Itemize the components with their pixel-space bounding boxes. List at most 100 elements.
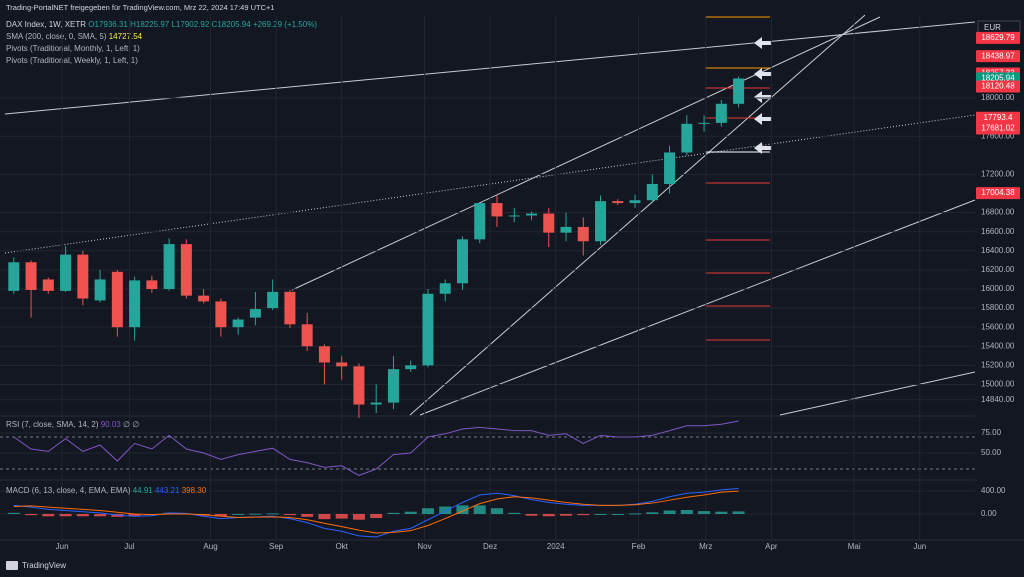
ohlc-low: L17902.92	[171, 20, 209, 29]
macd-histogram-bar	[542, 513, 555, 517]
price-badge	[976, 50, 1020, 63]
rsi-legend-value: 90.03	[101, 420, 122, 429]
shared-by: Trading-PortalNET freigegeben für Tradin…	[6, 3, 275, 12]
ohlc-change: +269.29 (+1.50%)	[253, 20, 317, 29]
candle-body	[94, 279, 106, 301]
y-tick-label: 15000.00	[981, 380, 1015, 389]
rsi-legend-value: ∅	[123, 420, 130, 429]
trend-line	[291, 16, 881, 291]
macd-histogram-bar	[611, 513, 624, 515]
y-tick-label: 17600.00	[981, 131, 1015, 140]
macd-histogram-bar	[266, 513, 279, 515]
macd-histogram-bar	[76, 513, 89, 517]
y-tick-label: 15400.00	[981, 341, 1015, 350]
candle-body	[60, 254, 72, 291]
y-tick-label: 75.00	[981, 428, 1002, 437]
arrow	[754, 91, 772, 103]
macd-histogram-bar	[421, 508, 434, 514]
candle-body	[129, 280, 141, 328]
price-badge	[976, 111, 1020, 124]
macd-histogram-bar	[663, 510, 676, 514]
candle-body	[577, 226, 589, 242]
arrow	[754, 37, 772, 49]
arrow	[754, 142, 772, 154]
x-tick-label: Okt	[335, 542, 348, 551]
trend-line	[419, 199, 976, 416]
macd-histogram-bar	[577, 513, 590, 516]
macd-histogram-bar	[387, 512, 400, 514]
candle-body	[456, 239, 468, 284]
candle-body	[526, 213, 538, 216]
symbol: DAX Index, 1W, XETR O17936.31 H18225.97 …	[6, 20, 317, 29]
price-badge	[976, 187, 1020, 200]
macd-histogram-bar	[715, 511, 728, 514]
candle-body	[111, 271, 123, 328]
y-tick-label: 16600.00	[981, 227, 1015, 236]
y-tick-label: 15600.00	[981, 322, 1015, 331]
macd-histogram-bar	[318, 513, 331, 520]
x-tick-label: Apr	[765, 542, 778, 551]
y-tick-label: 14840.00	[981, 395, 1015, 404]
arrow	[754, 68, 772, 80]
macd-histogram-bar	[698, 511, 711, 514]
rsi-legend-value: ∅	[132, 420, 139, 429]
macd-histogram-bar	[490, 508, 503, 514]
candle-body	[698, 122, 710, 124]
macd-histogram-bar	[352, 513, 365, 520]
x-tick-label: Jun	[913, 542, 926, 551]
candle-body	[284, 291, 296, 325]
candle-body	[267, 291, 279, 309]
candle-body	[77, 254, 89, 299]
sma-legend: SMA (200, close, 0, SMA, 5) 14727.54	[6, 32, 143, 41]
candle-body	[198, 295, 210, 302]
x-tick-label: Aug	[203, 542, 217, 551]
candle-body	[301, 324, 313, 347]
candle-body	[508, 215, 520, 217]
macd-title: MACD (6, 13, close, 4, EMA, EMA)	[6, 486, 131, 495]
candle-body	[318, 346, 330, 363]
candle-body	[42, 279, 54, 291]
y-tick-label: 16200.00	[981, 265, 1015, 274]
arrow	[754, 113, 772, 125]
rsi-line	[13, 420, 739, 476]
legend-entry: 443.21	[155, 486, 180, 495]
candle-body	[491, 203, 503, 217]
candle-body	[474, 203, 486, 240]
candle-body	[646, 183, 658, 201]
macd-histogram-bar	[456, 505, 469, 514]
candle-body	[715, 103, 727, 123]
candle-body	[249, 309, 261, 318]
macd-histogram-bar	[301, 513, 314, 517]
macd-histogram-bar	[680, 509, 693, 514]
macd-histogram-bar	[214, 513, 227, 517]
candle-body	[595, 201, 607, 242]
x-tick-label: Mrz	[699, 542, 712, 551]
macd-line	[13, 490, 739, 534]
candle-body	[146, 280, 158, 289]
price-badge-label: 18438.97	[981, 51, 1015, 60]
pivot-lines	[705, 16, 770, 341]
price-badge-label: 17681.02	[981, 124, 1015, 133]
price-badge-label: 17793.4	[984, 113, 1013, 122]
macd-histogram-bar	[163, 512, 176, 514]
footer-brand: TradingView	[22, 561, 66, 570]
y-tick-label: 18000.00	[981, 93, 1015, 102]
macd-histogram-bar	[94, 513, 107, 517]
macd-histogram-bar	[525, 513, 538, 516]
candle-body	[180, 244, 192, 296]
candle-body	[681, 123, 693, 153]
ohlc-high: H18225.97	[130, 20, 170, 29]
footer-logo	[6, 561, 18, 570]
x-tick-label: Sep	[269, 542, 284, 551]
candle-body	[215, 301, 227, 328]
price-badge-label: 17004.38	[981, 188, 1015, 197]
price-axis-bg	[975, 0, 1024, 577]
macd-histogram-bar	[25, 513, 38, 516]
price-badge-label: 18629.79	[981, 33, 1015, 42]
trend-line	[779, 371, 976, 416]
candle-body	[25, 262, 37, 290]
candle-body	[612, 201, 624, 204]
candle-body	[370, 402, 382, 405]
candle-body	[336, 362, 348, 367]
